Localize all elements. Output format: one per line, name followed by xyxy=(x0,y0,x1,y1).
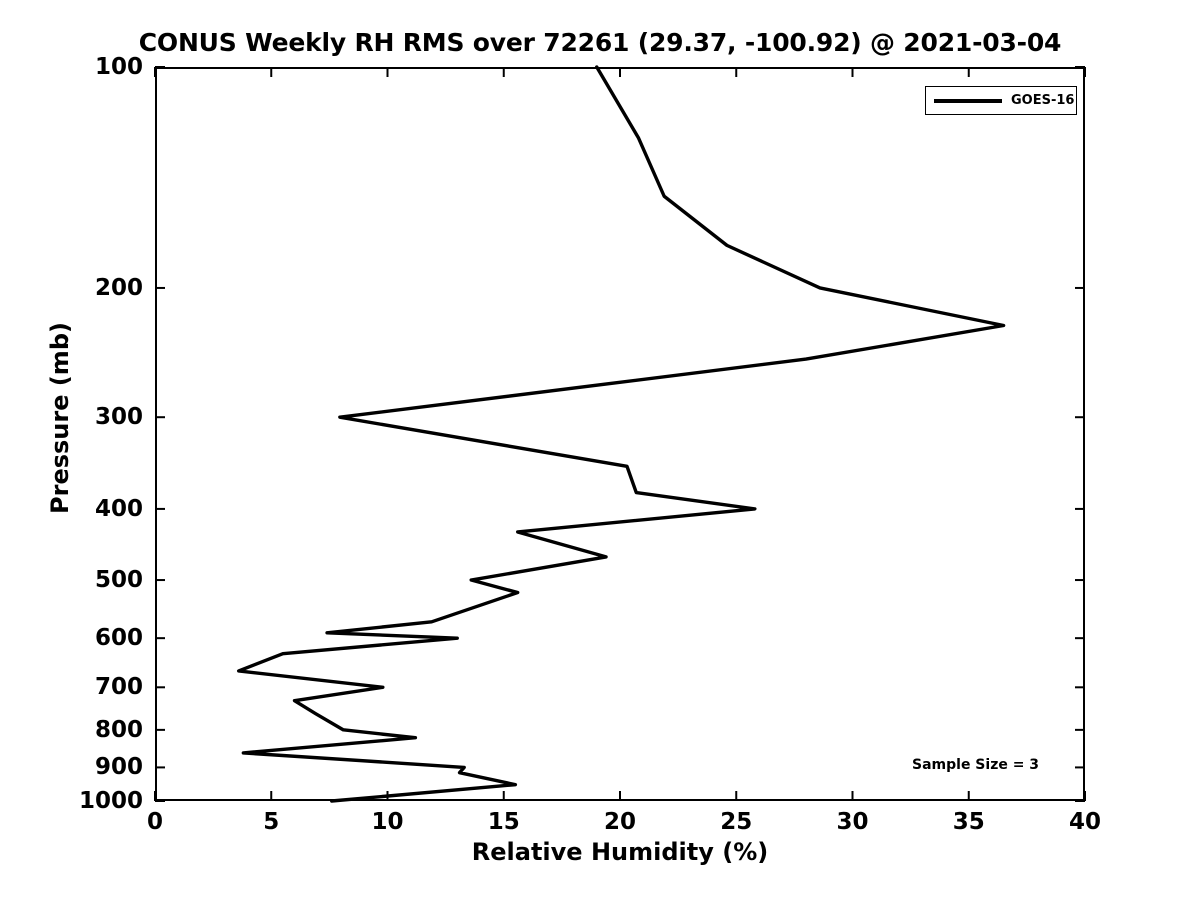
x-tick-label: 35 xyxy=(952,809,985,835)
y-tick-label: 100 xyxy=(94,54,143,80)
y-tick-label: 400 xyxy=(94,495,143,522)
x-tick-label: 25 xyxy=(720,809,753,835)
series-line-goes-16 xyxy=(236,65,1006,803)
axis-tick-marks xyxy=(154,66,1086,802)
x-tick-label: 40 xyxy=(1068,809,1101,835)
x-axis-title: Relative Humidity (%) xyxy=(471,838,769,866)
x-tick-label: 20 xyxy=(603,809,636,835)
y-tick-label: 900 xyxy=(94,754,143,781)
y-tick-label: 700 xyxy=(94,674,143,701)
y-tick-label: 300 xyxy=(94,404,143,431)
y-tick-label: 200 xyxy=(94,274,143,301)
chart-title: CONUS Weekly RH RMS over 72261 (29.37, -… xyxy=(138,28,1062,57)
legend-swatch-goes-16 xyxy=(934,98,1002,103)
y-axis-title: Pressure (mb) xyxy=(46,322,74,514)
legend: GOES-16 xyxy=(925,86,1077,115)
x-tick-label: 10 xyxy=(371,809,404,835)
x-tick-label: 30 xyxy=(836,809,869,835)
y-tick-label: 600 xyxy=(94,625,143,652)
x-tick-label: 15 xyxy=(487,809,520,835)
y-tick-label: 500 xyxy=(94,567,143,594)
sample-size-annotation: Sample Size = 3 xyxy=(912,757,1040,773)
x-tick-label: 5 xyxy=(263,809,280,835)
y-tick-label: 800 xyxy=(94,716,143,743)
legend-label-goes-16: GOES-16 xyxy=(1011,93,1075,108)
y-tick-label: 1000 xyxy=(78,788,143,814)
x-tick-label: 0 xyxy=(146,809,163,835)
